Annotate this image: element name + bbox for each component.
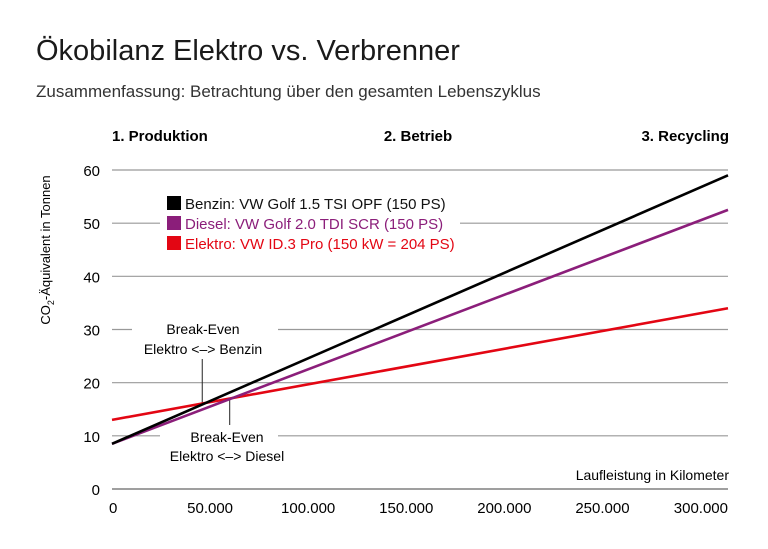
phase-label-betrieb: 2. Betrieb	[384, 128, 452, 145]
y-tick-label: 20	[83, 376, 100, 393]
series-line-diesel	[111, 208, 729, 446]
y-tick-label: 50	[83, 216, 100, 233]
annotation-benzin-line2: Elektro <–> Benzin	[144, 341, 262, 357]
y-axis-label: CO2-Äquivalent in Tonnen	[38, 175, 56, 324]
legend-label: Benzin: VW Golf 1.5 TSI OPF (150 PS)	[185, 196, 446, 213]
x-tick-label: 0	[109, 500, 117, 517]
legend-swatch	[167, 216, 181, 230]
series-line-benzin	[111, 174, 729, 446]
y-tick-label: 30	[83, 323, 100, 340]
legend-label: Diesel: VW Golf 2.0 TDI SCR (150 PS)	[185, 216, 443, 233]
x-tick-label: 300.000	[674, 500, 728, 517]
series-line-elektro	[111, 306, 729, 422]
annotation-diesel-line2: Elektro <–> Diesel	[170, 448, 284, 464]
chart-title: Ökobilanz Elektro vs. Verbrenner	[36, 35, 460, 67]
x-axis-label: Laufleistung in Kilometer	[576, 467, 730, 483]
x-tick-label: 50.000	[187, 500, 233, 517]
legend-label: Elektro: VW ID.3 Pro (150 kW = 204 PS)	[185, 236, 455, 253]
x-tick-label: 150.000	[379, 500, 433, 517]
y-tick-label: 40	[83, 269, 100, 286]
legend-swatch	[167, 196, 181, 210]
y-tick-label: 60	[83, 163, 100, 180]
x-tick-label: 250.000	[575, 500, 629, 517]
x-tick-label: 100.000	[281, 500, 335, 517]
y-tick-label: 10	[83, 429, 100, 446]
annotation-diesel-line1: Break-Even	[190, 429, 263, 445]
chart-subtitle: Zusammenfassung: Betrachtung über den ge…	[36, 82, 541, 101]
annotation-benzin-line1: Break-Even	[166, 321, 239, 337]
phase-label-produktion: 1. Produktion	[112, 128, 208, 145]
phase-label-recycling: 3. Recycling	[641, 128, 729, 145]
x-tick-label: 200.000	[477, 500, 531, 517]
legend-swatch	[167, 236, 181, 250]
y-tick-label: 0	[92, 482, 100, 499]
